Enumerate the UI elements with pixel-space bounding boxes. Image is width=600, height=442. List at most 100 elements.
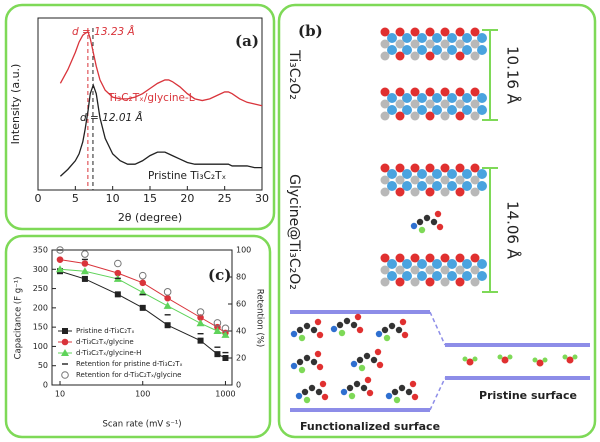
- legend-label: d-Ti₃C₂Tₓ/glycine-H: [76, 349, 141, 357]
- y2-tick-label: 0: [236, 381, 241, 390]
- atom: [314, 318, 322, 326]
- atom: [343, 317, 351, 325]
- atom: [366, 389, 374, 397]
- marker: [81, 275, 88, 282]
- atom: [402, 93, 412, 103]
- atom: [399, 318, 407, 326]
- spacing-label: 10.16 Å: [504, 46, 523, 105]
- atom: [425, 175, 435, 185]
- panel-label: (c): [208, 266, 231, 284]
- y2-tick-label: 100: [236, 246, 251, 255]
- atom: [466, 358, 474, 366]
- marker: [163, 288, 172, 296]
- atom: [417, 271, 427, 281]
- atom: [402, 45, 412, 55]
- atom: [542, 357, 548, 363]
- atom: [316, 331, 324, 339]
- atom: [455, 39, 465, 49]
- atom: [380, 111, 390, 121]
- atom: [395, 163, 405, 173]
- series-line: [59, 30, 263, 107]
- atom: [425, 39, 435, 49]
- y-tick-label: 350: [33, 246, 48, 255]
- atom: [425, 99, 435, 109]
- atom: [447, 181, 457, 191]
- atom: [410, 277, 420, 287]
- atom: [462, 271, 472, 281]
- atom: [566, 356, 574, 364]
- molecules: [290, 313, 578, 404]
- atom: [308, 384, 316, 392]
- x-tick-label: 15: [143, 192, 157, 205]
- atom: [410, 187, 420, 197]
- atom: [402, 105, 412, 115]
- atom: [477, 105, 487, 115]
- atom: [462, 169, 472, 179]
- marker: [139, 304, 146, 311]
- annotation: d = 13.23 Å: [72, 25, 135, 38]
- atom: [432, 271, 442, 281]
- atom: [383, 334, 391, 342]
- atom: [387, 271, 397, 281]
- x-axis-label: 2θ (degree): [118, 211, 182, 224]
- x-tick-label: 5: [72, 192, 79, 205]
- atom: [321, 393, 329, 401]
- atom: [417, 105, 427, 115]
- atom: [381, 326, 389, 334]
- legend-label: d-Ti₃C₂Tₓ/glycine: [76, 338, 134, 346]
- atom: [455, 99, 465, 109]
- atom: [310, 326, 318, 334]
- atom: [432, 181, 442, 191]
- atom: [402, 259, 412, 269]
- atom: [303, 322, 311, 330]
- atom: [497, 354, 503, 360]
- atom: [470, 253, 480, 263]
- atom: [290, 362, 298, 370]
- atom: [410, 222, 418, 230]
- marker: [164, 294, 171, 302]
- atom: [425, 51, 435, 61]
- panel-label: (b): [298, 22, 323, 40]
- spacing-bars: [482, 29, 498, 293]
- atom: [462, 93, 472, 103]
- legend-label: Retention for d-Ti₃C₂Tₓ/glycine: [76, 371, 181, 379]
- atom: [455, 111, 465, 121]
- y-tick-label: 300: [33, 265, 48, 274]
- atom: [477, 271, 487, 281]
- atom: [388, 322, 396, 330]
- atom: [336, 321, 344, 329]
- atom: [440, 175, 450, 185]
- marker: [56, 246, 64, 254]
- caption: Functionalized surface: [300, 420, 440, 433]
- atom: [477, 33, 487, 43]
- atom: [532, 357, 538, 363]
- atom: [455, 175, 465, 185]
- atom: [562, 354, 568, 360]
- atom: [380, 163, 390, 173]
- y-tick-label: 50: [38, 361, 48, 370]
- atom: [350, 321, 358, 329]
- atom: [434, 210, 442, 218]
- atom: [447, 93, 457, 103]
- atom: [440, 51, 450, 61]
- x-tick-label: 1000: [215, 390, 235, 399]
- atom: [395, 111, 405, 121]
- atom: [387, 259, 397, 269]
- marker: [164, 322, 171, 329]
- atom: [410, 175, 420, 185]
- atom: [380, 175, 390, 185]
- atom: [477, 169, 487, 179]
- atom: [387, 169, 397, 179]
- atom: [315, 388, 323, 396]
- atom: [447, 33, 457, 43]
- atom: [395, 253, 405, 263]
- atom: [409, 380, 417, 388]
- y-tick-label: 0: [43, 381, 48, 390]
- atom: [501, 356, 509, 364]
- atom: [470, 111, 480, 121]
- atom: [455, 265, 465, 275]
- atom: [380, 87, 390, 97]
- atom: [425, 253, 435, 263]
- atom: [440, 87, 450, 97]
